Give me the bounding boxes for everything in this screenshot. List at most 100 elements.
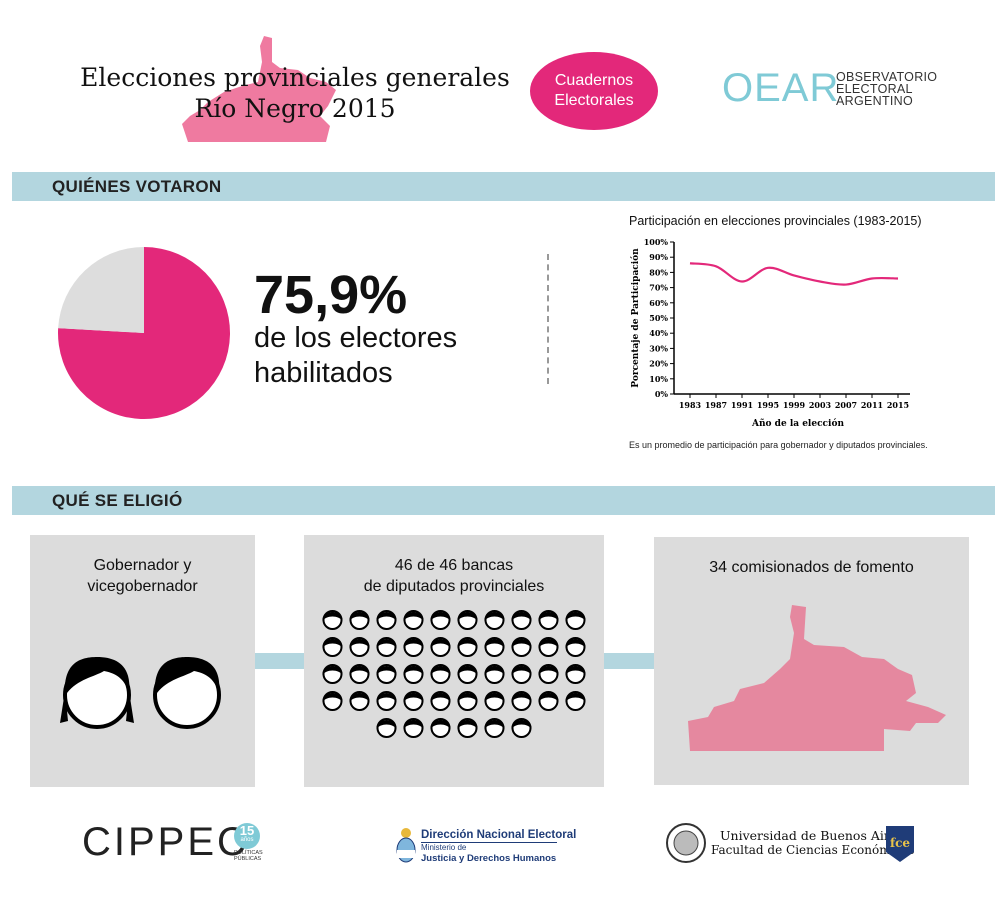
chart-footnote: Es un promedio de participación para gob…	[629, 440, 928, 450]
oear-logo-mark: OEAR	[722, 66, 840, 110]
y-tick-label: 60%	[649, 298, 668, 308]
seat-person-icon	[511, 664, 532, 684]
seat-person-icon	[565, 691, 586, 711]
uba-title: Universidad de Buenos Aires	[720, 828, 904, 843]
seat-person-icon	[511, 610, 532, 630]
dashed-divider	[547, 254, 549, 384]
x-axis-label: Año de la elección	[751, 418, 844, 429]
seat-person-icon	[457, 691, 478, 711]
seat-person-icon	[403, 610, 424, 630]
seat-person-icon	[457, 718, 478, 738]
y-tick-label: 30%	[649, 343, 668, 353]
dne-title: Dirección Nacional Electoral	[421, 829, 577, 841]
participation-line-chart: 0% 10% 20% 30% 40% 50% 60% 70% 80% 90% 100% 1983 198…	[630, 237, 910, 429]
seat-person-icon	[349, 637, 370, 657]
x-tick-label: 1983	[679, 400, 702, 410]
seat-icons	[322, 610, 586, 738]
y-tick-label: 50%	[649, 313, 668, 323]
turnout-pie-chart	[57, 247, 231, 419]
seat-person-icon	[322, 637, 343, 657]
badge-line-2: Electorales	[554, 92, 634, 109]
seat-person-icon	[322, 664, 343, 684]
y-tick-label: 10%	[649, 374, 668, 384]
cippec-logo: CIPPEC	[82, 820, 249, 864]
uba-seal-icon	[666, 823, 706, 863]
x-tick-label: 1987	[705, 400, 727, 410]
person-head-icon	[153, 657, 221, 729]
title-line-2: Río Negro 2015	[194, 94, 396, 123]
x-tick-label: 2015	[887, 400, 909, 410]
x-tick-label: 2003	[809, 400, 832, 410]
person-head-icon	[60, 657, 134, 729]
oear-line-1: OBSERVATORIO	[836, 70, 938, 84]
dne-ministerio: Ministerio de	[421, 843, 467, 852]
seat-person-icon	[322, 691, 343, 711]
governor-faces	[60, 657, 221, 729]
y-tick-label: 20%	[649, 359, 668, 369]
seat-person-icon	[349, 691, 370, 711]
y-axis-label: Porcentaje de Participación	[630, 248, 641, 388]
title-line-1: Elecciones provinciales generales	[80, 63, 510, 92]
panel-diputados-line-2: de diputados provinciales	[363, 578, 545, 595]
seat-person-icon	[484, 691, 505, 711]
x-tick-label: 2011	[861, 400, 883, 410]
seat-person-icon	[376, 610, 397, 630]
panel-gobernador-line-1: Gobernador y	[93, 557, 192, 574]
rio-negro-map	[688, 605, 946, 751]
badge-line-1: Cuadernos	[554, 72, 634, 89]
seat-person-icon	[403, 637, 424, 657]
panel-diputados-line-1: 46 de 46 bancas	[394, 557, 514, 574]
pie-slice	[58, 247, 144, 333]
seat-person-icon	[376, 637, 397, 657]
seat-person-icon	[457, 664, 478, 684]
cippec-subtitle-1: POLÍTICAS	[234, 850, 263, 856]
seat-person-icon	[349, 610, 370, 630]
pie-slice	[57, 247, 231, 419]
seat-person-icon	[376, 718, 397, 738]
seat-person-icon	[403, 664, 424, 684]
turnout-caption-line-2: habilitados	[254, 357, 393, 389]
fce-shield-icon	[886, 826, 914, 862]
section-bar-eligio: QUÉ SE ELIGIÓ	[12, 486, 995, 515]
cippec-subtitle-2: PÚBLICAS	[234, 856, 262, 862]
rio-negro-header-map	[182, 36, 336, 142]
section-bar-votaron: QUIÉNES VOTARON	[12, 172, 995, 201]
uba-faculty: Facultad de Ciencias Económicas	[711, 843, 915, 857]
section-title-eligio: QUÉ SE ELIGIÓ	[52, 491, 183, 510]
y-tick-label: 100%	[644, 237, 669, 247]
panel-comisionados-title: 34 comisionados de fomento	[709, 559, 914, 576]
cippec-15-badge	[234, 823, 260, 849]
fce-label: fce	[889, 836, 911, 850]
panel-connector	[255, 653, 305, 669]
cuadernos-electorales-badge: Cuadernos Electorales	[530, 52, 658, 130]
seat-person-icon	[430, 610, 451, 630]
seat-person-icon	[484, 610, 505, 630]
cippec-subtitle: POLÍTICAS PÚBLICAS	[234, 850, 263, 862]
seat-person-icon	[457, 610, 478, 630]
turnout-caption-line-1: de los electores	[254, 322, 458, 354]
seat-person-icon	[430, 691, 451, 711]
seat-person-icon	[484, 637, 505, 657]
y-tick-label: 80%	[649, 267, 668, 277]
x-tick-label: 1999	[783, 400, 806, 410]
seat-person-icon	[430, 664, 451, 684]
seat-person-icon	[511, 691, 532, 711]
seat-person-icon	[511, 637, 532, 657]
seat-person-icon	[538, 610, 559, 630]
seat-person-icon	[403, 691, 424, 711]
chart-title: Participación en elecciones provinciales…	[629, 214, 922, 228]
y-tick-label: 90%	[649, 252, 668, 262]
cippec-badge-number: 15	[239, 823, 255, 838]
cippec-badge-sub: años	[240, 837, 254, 843]
x-tick-label: 1995	[757, 400, 779, 410]
panel-gobernador-line-2: vicegobernador	[87, 578, 198, 595]
oear-line-3: ARGENTINO	[836, 94, 914, 108]
seat-person-icon	[511, 718, 532, 738]
seat-person-icon	[322, 610, 343, 630]
panel-comisionados: 34 comisionados de fomento	[654, 537, 969, 785]
seat-person-icon	[484, 718, 505, 738]
seat-person-icon	[430, 637, 451, 657]
seat-person-icon	[376, 691, 397, 711]
x-tick-label: 2007	[835, 400, 857, 410]
y-tick-label: 0%	[655, 389, 669, 399]
